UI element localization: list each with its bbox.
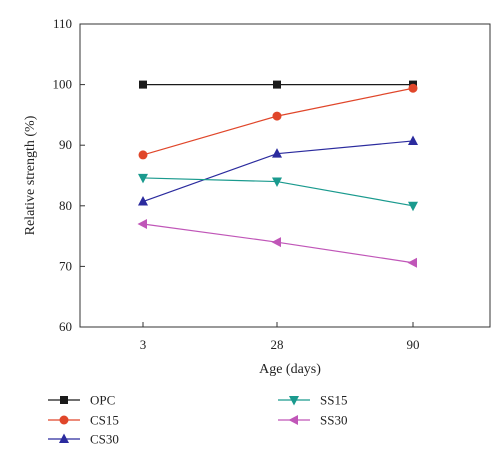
x-axis-title: Age (days) bbox=[259, 362, 321, 377]
y-axis-ticks: 60 70 80 90 100 110 bbox=[53, 16, 85, 334]
data-point-cs30 bbox=[408, 135, 418, 145]
x-tick-label: 28 bbox=[271, 337, 284, 352]
series-cs30 bbox=[138, 135, 418, 206]
y-axis-title: Relative strength (%) bbox=[23, 115, 38, 235]
legend-label: OPC bbox=[90, 393, 115, 408]
series-line-cs30 bbox=[142, 140, 414, 203]
data-point-ss15 bbox=[408, 201, 418, 212]
legend-item-ss30: SS30 bbox=[278, 413, 347, 428]
y-tick-label: 80 bbox=[59, 198, 72, 213]
legend-label: SS15 bbox=[320, 393, 347, 408]
legend-marker-opc bbox=[60, 396, 68, 404]
plot-frame bbox=[79, 23, 491, 328]
series-ss15 bbox=[138, 173, 418, 212]
legend-label: CS30 bbox=[90, 432, 119, 447]
y-tick-label: 70 bbox=[59, 258, 72, 273]
series-layer bbox=[137, 80, 418, 268]
y-tick-label: 90 bbox=[59, 137, 72, 152]
series-opc bbox=[139, 80, 417, 89]
data-point-cs15 bbox=[408, 83, 418, 93]
legend-item-ss15: SS15 bbox=[278, 393, 347, 408]
series-cs15 bbox=[138, 83, 418, 160]
data-point-ss15 bbox=[138, 173, 148, 184]
legend-marker-ss30 bbox=[288, 415, 298, 425]
x-tick-label: 90 bbox=[407, 337, 420, 352]
data-point-opc bbox=[273, 80, 281, 89]
y-tick-label: 110 bbox=[53, 16, 72, 31]
data-point-opc bbox=[139, 80, 147, 89]
legend-label: CS15 bbox=[90, 413, 119, 428]
data-point-ss30 bbox=[271, 237, 281, 248]
legend-marker-cs15 bbox=[59, 415, 69, 425]
legend: OPC CS15 CS30 SS15 SS30 bbox=[48, 393, 347, 447]
legend-marker-cs30 bbox=[59, 433, 69, 443]
x-axis-ticks: 3 28 90 bbox=[140, 322, 420, 352]
data-point-cs15 bbox=[272, 111, 282, 121]
y-tick-label: 100 bbox=[53, 77, 73, 92]
legend-item-opc: OPC bbox=[48, 393, 115, 408]
data-point-cs30 bbox=[272, 148, 282, 158]
legend-item-cs30: CS30 bbox=[48, 432, 119, 447]
legend-marker-ss15 bbox=[289, 396, 299, 406]
plot-area: 60 70 80 90 100 110 3 28 90 bbox=[53, 16, 491, 352]
data-point-ss15 bbox=[272, 177, 282, 188]
legend-item-cs15: CS15 bbox=[48, 413, 119, 428]
data-point-cs15 bbox=[138, 150, 148, 160]
legend-label: SS30 bbox=[320, 413, 347, 428]
data-point-ss30 bbox=[137, 218, 147, 229]
data-point-cs30 bbox=[138, 196, 148, 206]
data-point-ss30 bbox=[407, 257, 417, 268]
series-ss30 bbox=[137, 218, 417, 268]
y-tick-label: 60 bbox=[59, 319, 72, 334]
x-tick-label: 3 bbox=[140, 337, 147, 352]
